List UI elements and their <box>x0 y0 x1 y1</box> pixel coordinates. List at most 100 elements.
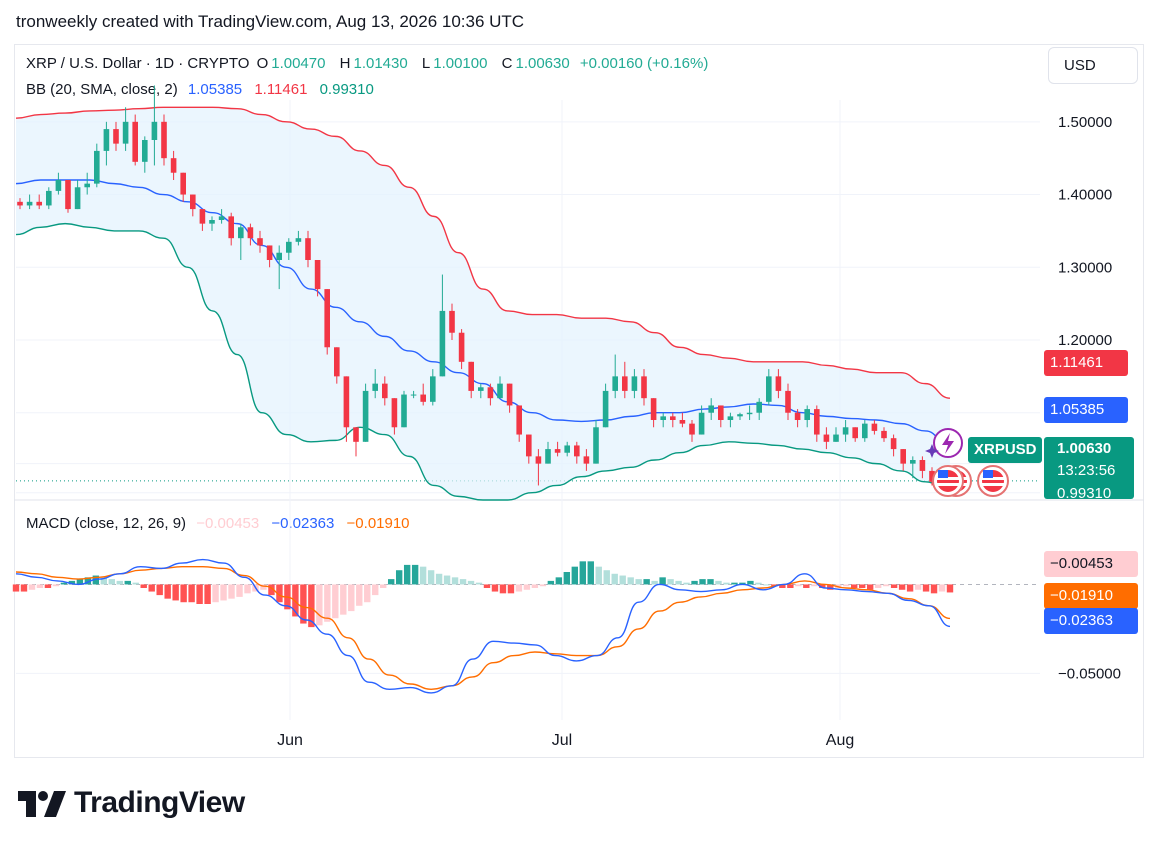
candle-body <box>814 409 820 435</box>
candle <box>218 209 225 224</box>
candle <box>650 398 657 428</box>
candle <box>324 289 330 355</box>
us-flag-stripe <box>982 483 1004 486</box>
macd-hist-bar <box>747 580 754 585</box>
macd-hist-bar <box>60 582 68 585</box>
macd-hist-bar <box>858 584 866 588</box>
candle-body <box>804 409 810 420</box>
candle-body <box>74 187 81 210</box>
candle-body <box>218 216 225 220</box>
macd-hist-bar <box>236 584 243 597</box>
lightning-icon-glyph <box>942 433 954 454</box>
macd-hist-bar <box>467 580 475 585</box>
macd-hist-bar <box>364 584 371 603</box>
candle <box>458 329 465 370</box>
candle-body <box>122 121 129 144</box>
macd-hist-bar <box>12 584 20 592</box>
candle <box>641 369 647 406</box>
candle <box>468 361 474 399</box>
candle-body <box>929 470 935 482</box>
currency-button[interactable]: USD <box>1048 47 1138 84</box>
open-label: O <box>256 55 269 72</box>
us-flag-canton <box>938 470 948 478</box>
candle <box>372 369 378 399</box>
candle <box>439 274 446 377</box>
bb-indicator-name[interactable]: BB (20, SMA, close, 2) <box>26 81 178 98</box>
candle <box>94 143 100 188</box>
price-tick-label: 1.20000 <box>1058 332 1112 349</box>
tradingview-logo-text: TradingView <box>74 786 245 819</box>
candle-body <box>900 449 906 464</box>
macd-hist-bar <box>324 584 331 622</box>
close-value: 1.00630 <box>515 55 570 72</box>
macd-indicator-name[interactable]: MACD (close, 12, 26, 9) <box>26 515 187 532</box>
candle <box>756 398 762 420</box>
macd-hist-bar <box>643 579 650 585</box>
candle-body <box>151 121 158 140</box>
macd-hist-bar <box>779 584 786 588</box>
candle-body <box>660 416 666 420</box>
macd-hist-bar <box>44 584 52 588</box>
candle <box>180 172 186 202</box>
candle-body <box>372 383 378 391</box>
chart-frame <box>14 44 1144 758</box>
candle-body <box>583 456 590 464</box>
macd-hist-bar <box>811 584 818 587</box>
symbol-title[interactable]: XRP / U.S. Dollar · 1D · CRYPTO <box>26 55 250 72</box>
macd-hist-bar <box>898 584 906 590</box>
macd-hist-bar <box>723 582 730 585</box>
candle <box>362 383 369 442</box>
candle-body <box>708 405 714 413</box>
macd-hist-bar <box>515 584 523 592</box>
candle <box>170 150 177 180</box>
us-flag-event-icon <box>977 465 1009 497</box>
candle-body <box>65 180 71 210</box>
candle-body <box>430 376 436 402</box>
candle <box>804 405 810 428</box>
tradingview-logo[interactable]: TradingView <box>18 786 245 820</box>
macd-line <box>15 558 951 694</box>
symbol-tag: XRPUSD <box>968 437 1042 463</box>
candle-body <box>161 121 167 159</box>
candle <box>526 434 532 464</box>
candle <box>238 223 244 260</box>
candle-body <box>382 383 388 399</box>
chart-attribution-header: tronweekly created with TradingView.com,… <box>16 12 525 31</box>
candle-body <box>593 427 599 464</box>
macd-hist-bar <box>659 577 666 585</box>
time-axis: Jun Jul Aug <box>277 732 854 749</box>
lightning-event-icon <box>933 428 963 458</box>
macd-hist-bar <box>499 584 507 594</box>
candle-body <box>516 405 522 435</box>
bb-upper-value: 1.11461 <box>254 81 308 98</box>
macd-hist-bar <box>132 582 139 585</box>
macd-hist-bar <box>866 584 874 590</box>
candle-body <box>919 460 926 471</box>
macd-hist-bar <box>707 579 714 585</box>
macd-hist-bar <box>851 584 858 588</box>
countdown-label: 13:23:56 <box>1057 462 1116 479</box>
candles <box>17 85 935 486</box>
candle <box>852 427 858 442</box>
macd-hist-bar <box>579 561 586 585</box>
macd-hist-axis-label: −0.00453 <box>1044 551 1138 577</box>
candle-body <box>862 423 868 439</box>
price-tick-label: 1.50000 <box>1058 114 1112 131</box>
candle-body <box>842 427 849 435</box>
macd-hist-bar <box>172 584 179 601</box>
candle <box>583 449 590 471</box>
candle-body <box>401 394 407 428</box>
candle-body <box>756 401 762 413</box>
bb-band-fill <box>16 107 950 500</box>
candle <box>679 412 686 428</box>
bb-legend: BB (20, SMA, close, 2) 1.05385 1.11461 0… <box>26 81 377 98</box>
candle-body <box>746 412 753 415</box>
candle-body <box>794 412 801 420</box>
candle <box>794 409 801 428</box>
candle <box>228 212 234 246</box>
last-price-box <box>1044 437 1134 499</box>
macd-hist-bar <box>667 579 674 585</box>
us-flag-canton <box>983 470 993 478</box>
candle <box>410 390 417 399</box>
